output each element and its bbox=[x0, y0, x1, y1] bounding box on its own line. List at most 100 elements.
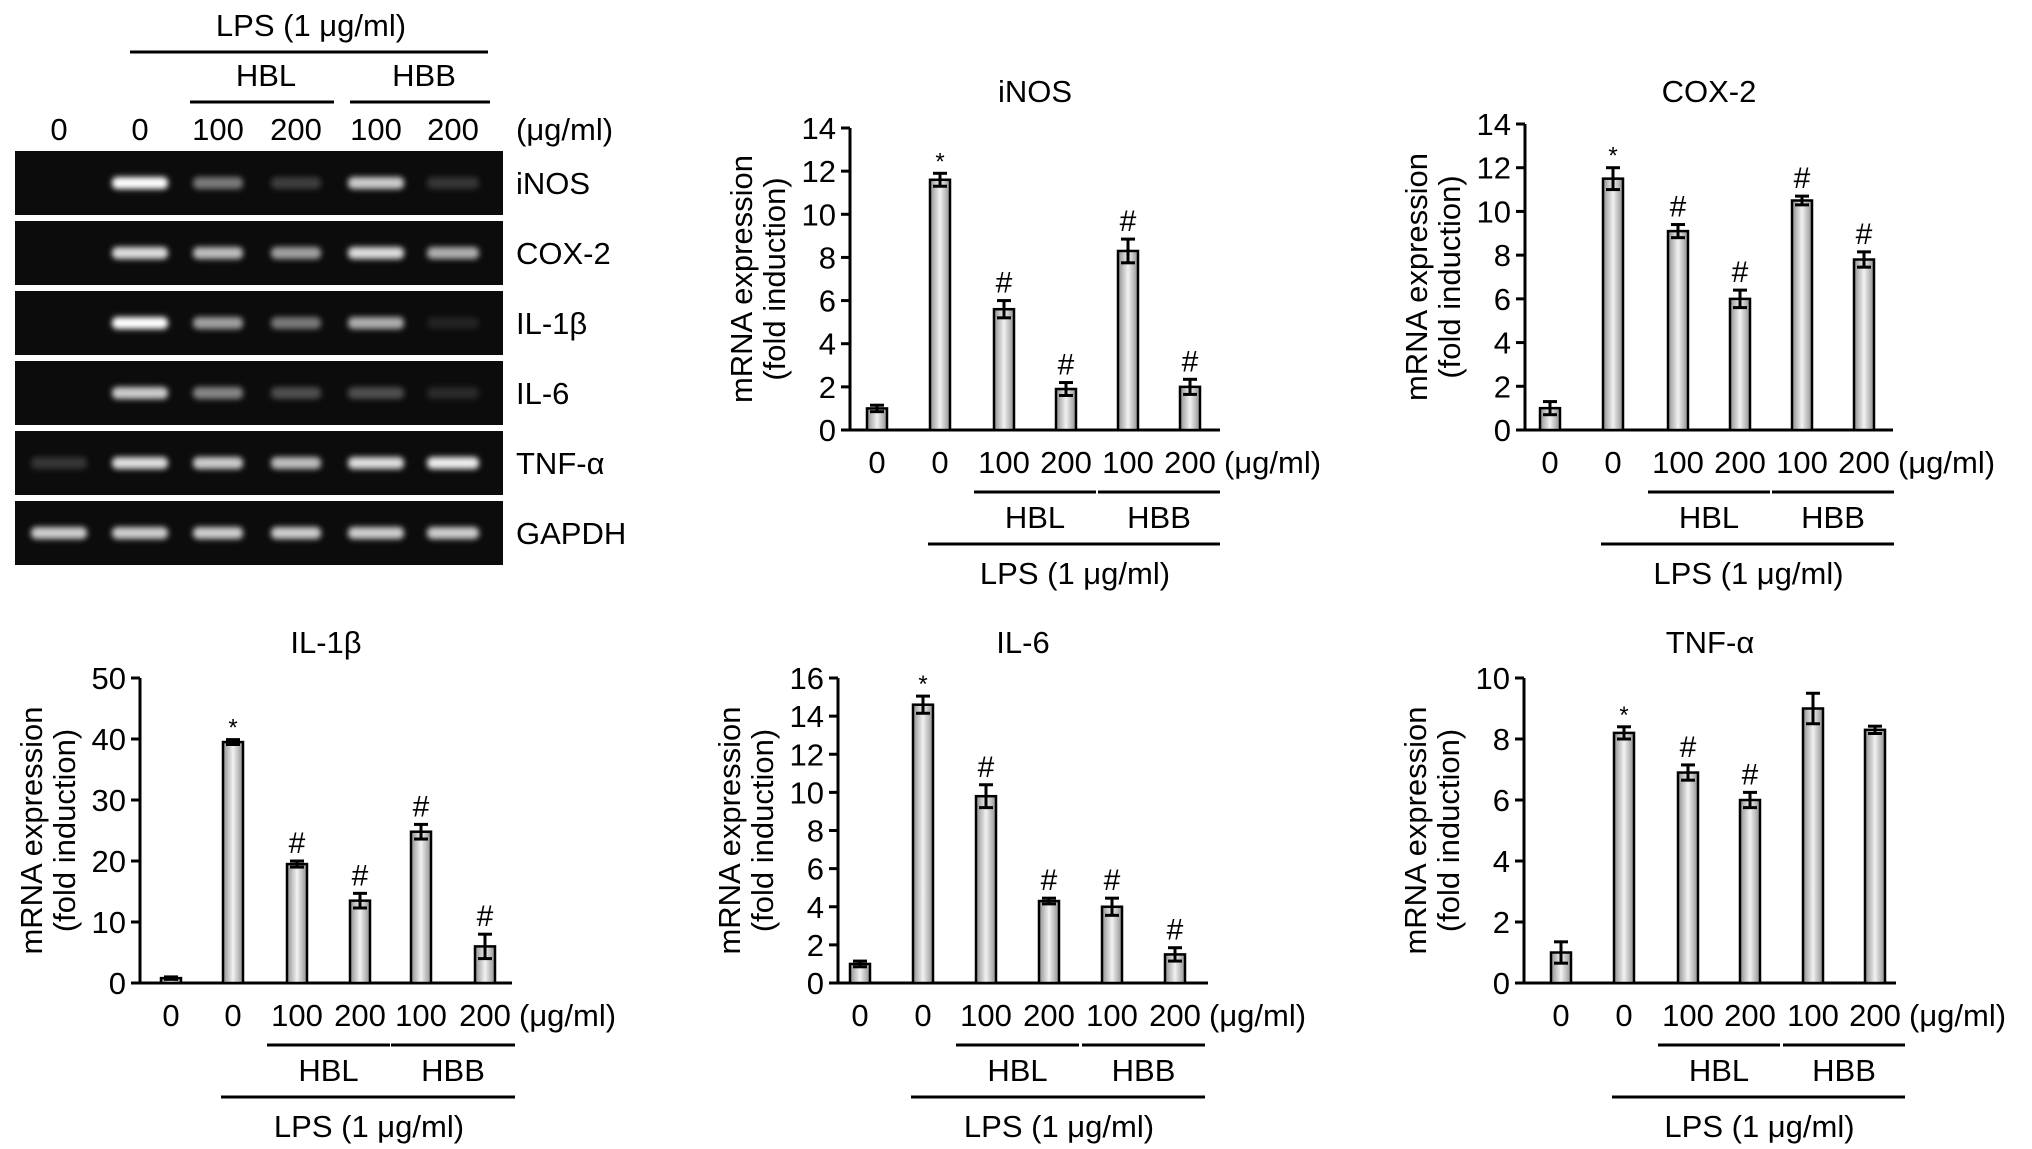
y-axis-label-line2: (fold induction) bbox=[757, 177, 792, 380]
group-label-hbb: HBB bbox=[1812, 1053, 1876, 1088]
significance-star: * bbox=[1608, 143, 1617, 170]
y-tick-label: 10 bbox=[790, 775, 824, 810]
gel-band bbox=[112, 247, 168, 259]
x-tick-label: 0 bbox=[914, 998, 931, 1033]
x-tick-label: 200 bbox=[1149, 998, 1201, 1033]
unit-label: (μg/ml) bbox=[1898, 445, 1995, 480]
group-label-hbl: HBL bbox=[298, 1053, 358, 1088]
bar bbox=[1863, 728, 1887, 985]
gel-band bbox=[112, 527, 168, 539]
x-tick-label: 0 bbox=[931, 445, 948, 480]
significance-star: * bbox=[918, 671, 927, 698]
x-tick-label: 200 bbox=[1023, 998, 1075, 1033]
group-label-hbb: HBB bbox=[1801, 500, 1865, 535]
y-tick-label: 10 bbox=[802, 197, 836, 232]
x-tick-label: 100 bbox=[1787, 998, 1839, 1033]
x-tick-label: 200 bbox=[459, 998, 511, 1033]
y-tick-label: 14 bbox=[790, 699, 824, 734]
bar bbox=[1790, 199, 1814, 432]
gel-band bbox=[193, 177, 243, 189]
gel-row bbox=[15, 431, 503, 495]
significance-star: * bbox=[1619, 702, 1628, 729]
y-axis-label-line2: (fold induction) bbox=[1431, 729, 1466, 932]
group-label-hbl: HBL bbox=[1689, 1053, 1749, 1088]
significance-star: * bbox=[935, 148, 944, 175]
x-tick-label: 100 bbox=[960, 998, 1012, 1033]
gel-band bbox=[427, 387, 479, 399]
y-tick-label: 10 bbox=[1476, 661, 1510, 696]
y-tick-label: 6 bbox=[1494, 282, 1511, 317]
treatment-label: LPS (1 μg/ml) bbox=[964, 1109, 1154, 1144]
gel-band bbox=[427, 247, 479, 259]
y-tick-label: 8 bbox=[807, 814, 824, 849]
gel-lane-label: 0 bbox=[131, 112, 148, 147]
significance-hash: # bbox=[477, 900, 494, 933]
y-tick-label: 6 bbox=[807, 852, 824, 887]
y-axis-label-line1: mRNA expression bbox=[1399, 153, 1434, 401]
gel-group-label-hbb: HBB bbox=[392, 58, 456, 93]
gel-row bbox=[15, 361, 503, 425]
gel-group-label-hbl: HBL bbox=[236, 58, 296, 93]
y-tick-label: 8 bbox=[1494, 238, 1511, 273]
gel-band bbox=[193, 247, 243, 259]
x-tick-label: 0 bbox=[162, 998, 179, 1033]
x-tick-label: 0 bbox=[1541, 445, 1558, 480]
gel-panel: LPS (1 μg/ml) HBL HBB 0 0 100 200 100 20… bbox=[15, 8, 626, 565]
y-tick-label: 2 bbox=[807, 928, 824, 963]
bar bbox=[285, 862, 309, 985]
significance-hash: # bbox=[1167, 914, 1184, 947]
gel-treatment-label: LPS (1 μg/ml) bbox=[216, 8, 406, 43]
y-tick-label: 2 bbox=[1493, 905, 1510, 940]
gel-lane-label: 200 bbox=[270, 112, 322, 147]
y-axis-label-line1: mRNA expression bbox=[724, 155, 759, 403]
y-tick-label: 6 bbox=[819, 284, 836, 319]
x-tick-label: 100 bbox=[1662, 998, 1714, 1033]
bar bbox=[1612, 731, 1636, 985]
gel-band bbox=[193, 317, 243, 329]
y-tick-label: 40 bbox=[92, 722, 126, 757]
gel-band bbox=[427, 317, 479, 329]
gel-band bbox=[348, 387, 404, 399]
y-tick-label: 16 bbox=[790, 661, 824, 696]
gel-row bbox=[15, 151, 503, 215]
gel-band bbox=[427, 527, 479, 539]
y-axis-label-line1: mRNA expression bbox=[1398, 706, 1433, 954]
group-label-hbb: HBB bbox=[421, 1053, 485, 1088]
gel-band bbox=[193, 457, 243, 469]
significance-star: * bbox=[228, 715, 237, 742]
x-tick-label: 100 bbox=[1776, 445, 1828, 480]
treatment-label: LPS (1 μg/ml) bbox=[1664, 1109, 1854, 1144]
gel-row bbox=[15, 501, 503, 565]
chart-il1b: IL-1β 0 10 20 30 40 50 mRNA expression(fold ind… bbox=[14, 625, 616, 1144]
treatment-label: LPS (1 μg/ml) bbox=[980, 556, 1170, 591]
x-tick-label: 200 bbox=[1849, 998, 1901, 1033]
significance-hash: # bbox=[1732, 256, 1749, 289]
x-tick-label: 200 bbox=[334, 998, 386, 1033]
significance-hash: # bbox=[996, 267, 1013, 300]
x-tick-label: 0 bbox=[1552, 998, 1569, 1033]
gel-lane-label: 100 bbox=[192, 112, 244, 147]
significance-hash: # bbox=[1856, 218, 1873, 251]
bar bbox=[1666, 229, 1690, 432]
y-tick-label: 12 bbox=[1477, 151, 1511, 186]
x-tick-label: 200 bbox=[1724, 998, 1776, 1033]
x-tick-label: 0 bbox=[224, 998, 241, 1033]
y-tick-label: 10 bbox=[1477, 194, 1511, 229]
unit-label: (μg/ml) bbox=[1209, 998, 1306, 1033]
y-tick-label: 8 bbox=[819, 240, 836, 275]
x-tick-label: 200 bbox=[1714, 445, 1766, 480]
bar bbox=[348, 899, 372, 985]
bar bbox=[1728, 297, 1752, 432]
gel-band bbox=[112, 177, 168, 189]
x-tick-label: 100 bbox=[978, 445, 1030, 480]
bar bbox=[992, 307, 1016, 432]
chart-title: IL-1β bbox=[290, 625, 361, 660]
treatment-label: LPS (1 μg/ml) bbox=[1653, 556, 1843, 591]
gel-band bbox=[271, 247, 321, 259]
x-tick-label: 100 bbox=[1102, 445, 1154, 480]
gel-row bbox=[15, 291, 503, 355]
x-tick-label: 200 bbox=[1164, 445, 1216, 480]
gel-row bbox=[15, 221, 503, 285]
gel-band bbox=[31, 527, 87, 539]
